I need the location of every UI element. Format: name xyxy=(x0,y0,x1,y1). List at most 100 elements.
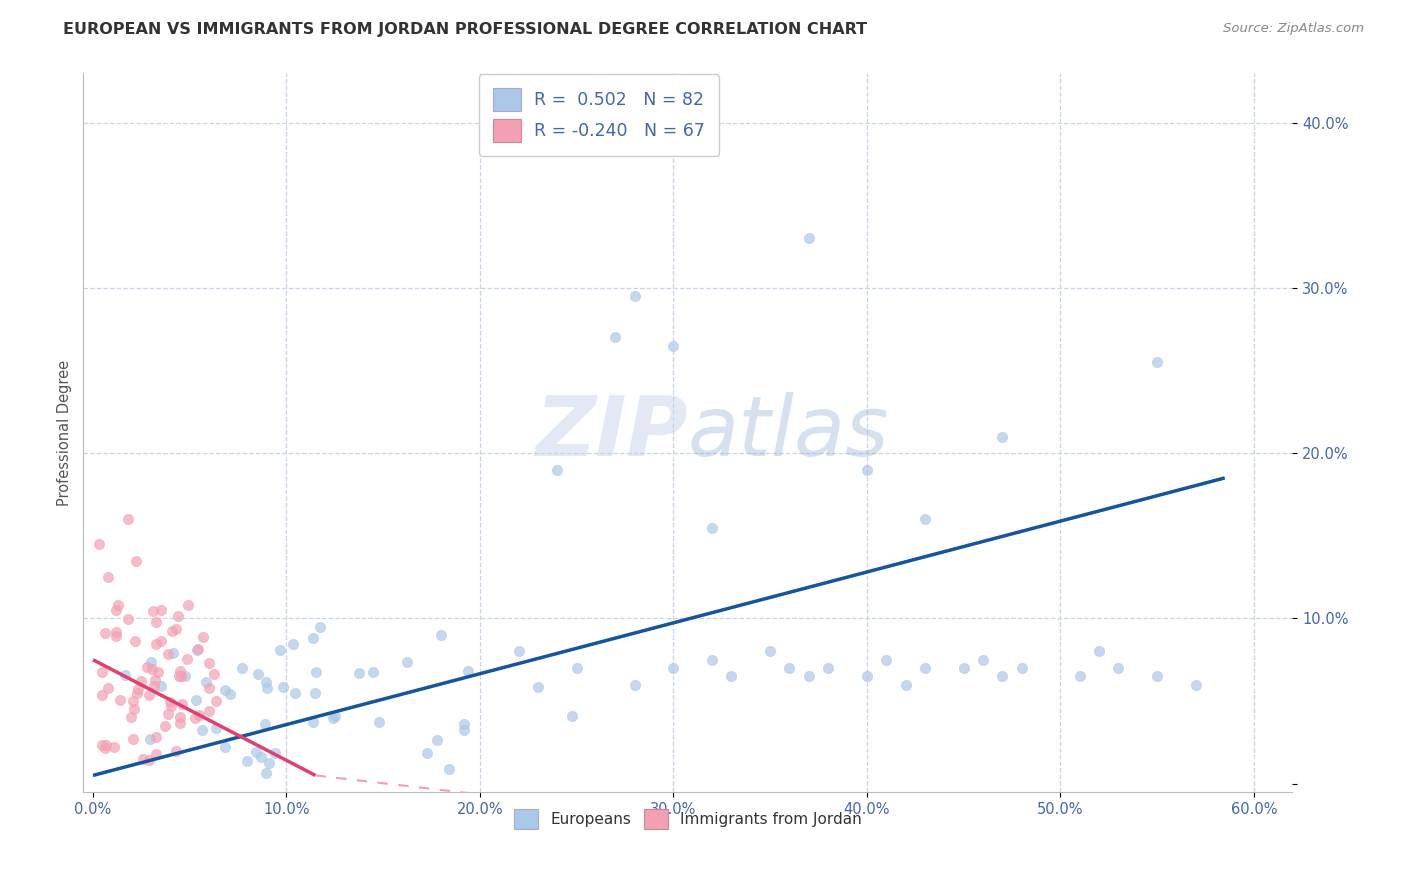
Point xyxy=(325,709,347,723)
Point xyxy=(914,512,936,526)
Point xyxy=(700,653,723,667)
Point xyxy=(198,681,221,695)
Point xyxy=(169,664,191,678)
Point xyxy=(159,695,181,709)
Point xyxy=(347,665,370,680)
Text: EUROPEAN VS IMMIGRANTS FROM JORDAN PROFESSIONAL DEGREE CORRELATION CHART: EUROPEAN VS IMMIGRANTS FROM JORDAN PROFE… xyxy=(63,22,868,37)
Point xyxy=(97,681,120,696)
Point xyxy=(138,732,160,747)
Point xyxy=(457,664,479,678)
Point xyxy=(169,716,191,731)
Point xyxy=(662,661,685,675)
Point xyxy=(361,665,384,679)
Point xyxy=(249,750,271,764)
Point xyxy=(194,675,217,690)
Point xyxy=(991,429,1014,443)
Point xyxy=(148,665,170,679)
Point xyxy=(700,520,723,534)
Point xyxy=(124,633,146,648)
Point xyxy=(169,710,191,724)
Point xyxy=(561,709,583,723)
Point xyxy=(254,766,277,780)
Point xyxy=(322,710,344,724)
Point xyxy=(120,710,142,724)
Point xyxy=(759,644,782,658)
Point xyxy=(177,598,200,612)
Point xyxy=(214,739,236,754)
Point xyxy=(797,669,820,683)
Point xyxy=(141,662,163,676)
Point xyxy=(256,681,278,696)
Point xyxy=(117,512,139,526)
Point xyxy=(145,747,167,762)
Point xyxy=(143,673,166,687)
Point xyxy=(145,637,167,651)
Point xyxy=(149,634,172,648)
Point xyxy=(103,740,125,755)
Point xyxy=(231,661,253,675)
Point xyxy=(121,732,143,747)
Point xyxy=(184,692,207,706)
Point xyxy=(187,642,209,657)
Point xyxy=(138,689,160,703)
Point xyxy=(245,745,267,759)
Point xyxy=(117,612,139,626)
Point xyxy=(236,754,259,768)
Point xyxy=(170,698,193,712)
Point xyxy=(856,463,879,477)
Point xyxy=(127,681,149,696)
Point xyxy=(1088,644,1111,658)
Point xyxy=(894,677,917,691)
Point xyxy=(1184,677,1206,691)
Point xyxy=(565,661,588,675)
Point xyxy=(176,652,198,666)
Point xyxy=(136,660,159,674)
Point xyxy=(191,631,214,645)
Point xyxy=(218,687,240,701)
Point xyxy=(508,644,530,658)
Point xyxy=(90,688,112,702)
Point xyxy=(162,646,184,660)
Point xyxy=(720,669,742,683)
Point xyxy=(142,604,165,618)
Point xyxy=(778,661,800,675)
Point xyxy=(91,665,114,679)
Point xyxy=(156,706,179,721)
Point xyxy=(914,661,936,675)
Point xyxy=(309,620,332,634)
Point xyxy=(114,668,136,682)
Point xyxy=(426,732,449,747)
Text: ZIP: ZIP xyxy=(536,392,688,473)
Point xyxy=(367,715,389,730)
Point xyxy=(395,655,418,669)
Point xyxy=(186,643,208,657)
Point xyxy=(162,624,184,639)
Point xyxy=(269,643,291,657)
Point xyxy=(191,723,214,738)
Point xyxy=(304,686,326,700)
Point xyxy=(817,661,839,675)
Point xyxy=(875,653,897,667)
Point xyxy=(188,708,211,723)
Point xyxy=(198,704,221,718)
Point xyxy=(165,744,187,758)
Point xyxy=(1107,661,1129,675)
Point xyxy=(107,598,129,612)
Point xyxy=(214,683,236,698)
Point xyxy=(145,615,167,629)
Point xyxy=(284,685,307,699)
Y-axis label: Professional Degree: Professional Degree xyxy=(58,359,72,506)
Point xyxy=(415,746,437,760)
Point xyxy=(430,628,453,642)
Point xyxy=(302,715,325,730)
Point xyxy=(991,669,1014,683)
Point xyxy=(437,762,460,776)
Point xyxy=(205,721,228,735)
Point xyxy=(132,752,155,766)
Point xyxy=(1011,661,1033,675)
Point xyxy=(797,231,820,245)
Point xyxy=(121,694,143,708)
Point xyxy=(1146,355,1168,369)
Point xyxy=(254,717,277,731)
Point xyxy=(90,738,112,752)
